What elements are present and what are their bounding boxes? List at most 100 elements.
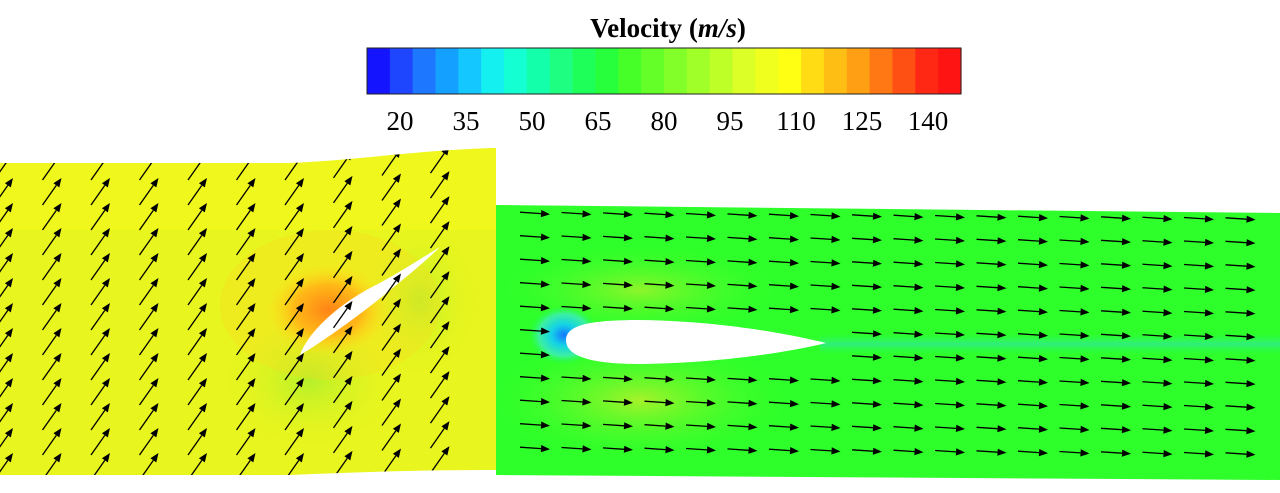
velocity-arrow [0, 228, 14, 256]
velocity-arrow [284, 178, 304, 206]
velocity-arrow [90, 403, 110, 431]
velocity-arrow [976, 284, 1007, 292]
velocity-arrow [90, 253, 110, 281]
velocity-arrow [41, 178, 62, 206]
velocity-arrow [893, 236, 924, 244]
velocity-arrow [976, 237, 1007, 245]
velocity-arrow [602, 281, 633, 289]
velocity-arrow [235, 253, 256, 281]
velocity-arrow [851, 353, 882, 361]
legend-tick-label: 20 [387, 106, 414, 136]
legend-tick-label: 50 [519, 106, 546, 136]
velocity-arrow [1225, 309, 1256, 317]
velocity-arrow [1142, 262, 1173, 270]
velocity-arrow [851, 377, 882, 385]
velocity-arrow [0, 203, 14, 231]
velocity-arrow [187, 328, 207, 356]
left-velocity-vectors [0, 148, 450, 475]
velocity-arrow [851, 259, 882, 267]
velocity-arrow [976, 260, 1007, 268]
velocity-arrow [934, 354, 965, 362]
right-velocity-vectors [519, 210, 1256, 458]
velocity-arrow [893, 213, 924, 221]
velocity-arrow [90, 353, 110, 381]
velocity-arrow [1100, 285, 1131, 293]
velocity-arrow [893, 448, 924, 456]
velocity-arrow [41, 403, 62, 431]
velocity-arrow [810, 212, 841, 220]
velocity-arrow [284, 378, 304, 406]
velocity-arrow [851, 447, 882, 455]
velocity-arrow [934, 330, 965, 338]
velocity-arrow [381, 173, 401, 201]
velocity-arrow [1142, 403, 1173, 411]
velocity-arrow [332, 325, 353, 354]
velocity-arrow [1017, 284, 1048, 292]
velocity-arrow [934, 424, 965, 432]
velocity-arrow [519, 421, 550, 429]
velocity-arrow [934, 213, 965, 221]
velocity-arrow [138, 428, 159, 456]
velocity-arrow [1225, 427, 1256, 435]
velocity-arrow [934, 307, 965, 315]
velocity-arrow [602, 398, 633, 406]
velocity-arrow [1100, 214, 1131, 222]
velocity-arrow [768, 212, 799, 220]
velocity-arrow [810, 306, 841, 314]
velocity-arrow [810, 376, 841, 384]
velocity-arrow [768, 423, 799, 431]
velocity-arrow [561, 304, 592, 312]
legend-color-bar [367, 48, 962, 94]
velocity-arrow [727, 423, 758, 431]
legend-tick-labels: 20 35 50 65 80 95 110 125 140 [387, 106, 949, 136]
velocity-arrow [235, 203, 256, 231]
velocity-arrow [41, 378, 62, 406]
velocity-arrow [685, 211, 716, 219]
legend-swatch [915, 48, 939, 94]
velocity-arrow [90, 203, 110, 231]
velocity-arrow [1142, 332, 1173, 340]
velocity-arrow [1059, 214, 1090, 222]
velocity-arrow [429, 446, 450, 474]
velocity-arrow [519, 280, 550, 288]
velocity-arrow [1017, 308, 1048, 316]
velocity-arrow [138, 303, 159, 331]
velocity-arrow [893, 401, 924, 409]
velocity-arrow [187, 378, 207, 406]
velocity-arrow [519, 445, 550, 453]
velocity-arrow [235, 303, 256, 331]
velocity-arrow [685, 281, 716, 289]
velocity-arrow [235, 453, 256, 475]
velocity-arrow [381, 323, 401, 351]
velocity-arrow [976, 307, 1007, 315]
velocity-arrow [768, 447, 799, 455]
velocity-arrow [976, 425, 1007, 433]
velocity-arrow [934, 448, 965, 456]
velocity-arrow [332, 350, 353, 379]
velocity-arrow [187, 178, 207, 206]
velocity-arrow [138, 228, 159, 256]
velocity-arrow [1017, 214, 1048, 222]
velocity-arrow [41, 278, 62, 306]
velocity-arrow [768, 259, 799, 267]
velocity-arrow [429, 171, 450, 199]
velocity-arrow [851, 236, 882, 244]
velocity-arrow [1225, 215, 1256, 223]
velocity-arrow [644, 258, 675, 266]
velocity-arrow [1059, 355, 1090, 363]
velocity-arrow [284, 453, 304, 475]
velocity-arrow [934, 260, 965, 268]
legend-swatch [938, 48, 962, 94]
velocity-arrow [851, 283, 882, 291]
velocity-arrow [429, 346, 450, 374]
velocity-arrow [644, 375, 675, 383]
legend-swatch [367, 48, 391, 94]
legend-swatch [823, 48, 848, 94]
velocity-arrow [561, 398, 592, 406]
velocity-arrow [561, 210, 592, 218]
velocity-arrow [851, 212, 882, 220]
velocity-arrow [381, 373, 401, 401]
velocity-arrow [768, 400, 799, 408]
legend-swatch [686, 48, 711, 94]
